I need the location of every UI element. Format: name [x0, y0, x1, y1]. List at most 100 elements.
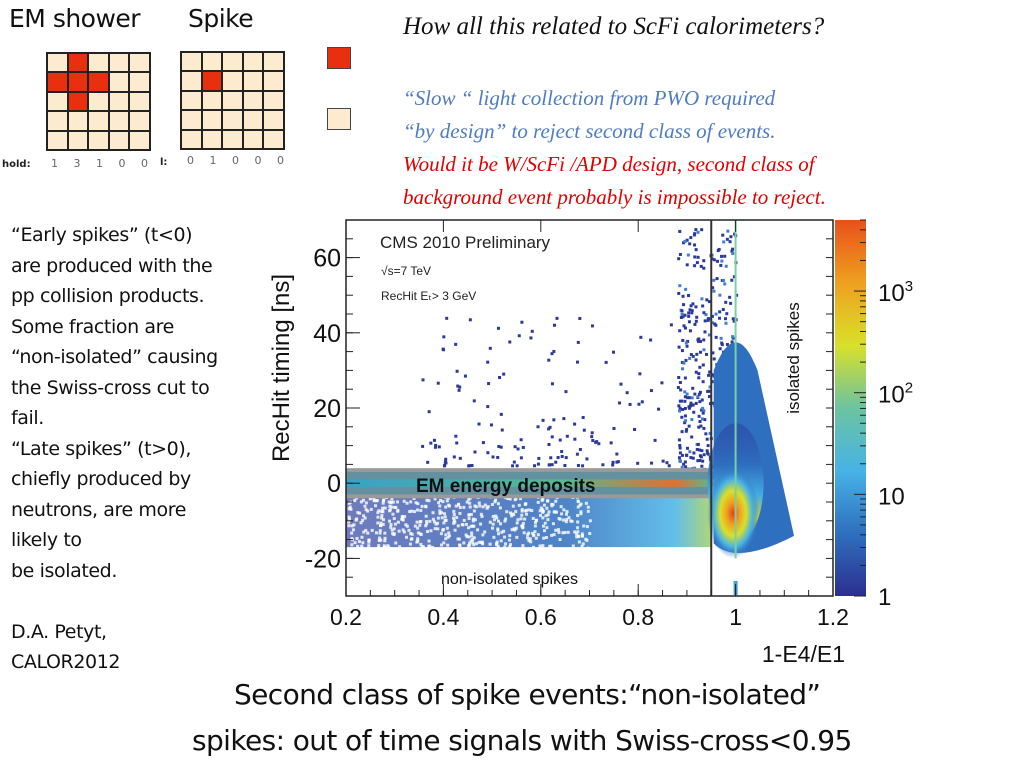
sparse-hit [720, 341, 724, 345]
empty-cell [130, 131, 149, 149]
sparse-hit [516, 447, 520, 451]
gap-pixel [467, 513, 471, 517]
sparse-hit [683, 376, 687, 380]
sparse-hit [496, 326, 500, 330]
gap-pixel [452, 512, 456, 516]
sparse-hit [575, 360, 579, 364]
sparse-hit [458, 456, 462, 460]
sparse-hit [689, 304, 693, 308]
gap-pixel [396, 520, 400, 524]
sparse-hit [519, 438, 523, 442]
sparse-hit [698, 454, 702, 458]
spike-grid [180, 51, 285, 150]
sparse-hit [550, 352, 554, 356]
sparse-hit [468, 318, 472, 322]
sparse-hit [722, 240, 726, 244]
gap-pixel [440, 516, 444, 520]
sparse-hit [688, 329, 692, 333]
gap-pixel [347, 524, 351, 528]
sparse-hit [719, 263, 723, 267]
sparse-hit [611, 350, 615, 354]
gap-pixel [444, 533, 448, 537]
gap-pixel [561, 531, 565, 535]
x-tick-label: 0.8 [622, 604, 654, 630]
empty-cell [182, 91, 201, 110]
sparse-hit [477, 422, 481, 426]
sparse-hit [445, 316, 449, 320]
sparse-hit [688, 404, 692, 408]
gap-pixel [506, 496, 510, 500]
sparse-hit [698, 420, 702, 424]
gap-pixel [396, 500, 400, 504]
threshold-annotation: RecHit Eₜ> 3 GeV [381, 289, 476, 303]
gap-pixel [514, 510, 518, 514]
sparse-hit [683, 414, 687, 418]
gap-pixel [425, 520, 429, 524]
sparse-hit [452, 455, 456, 459]
gap-pixel [491, 522, 495, 526]
sparse-hit [706, 317, 710, 321]
sparse-hit [731, 336, 735, 340]
sparse-hit [707, 333, 711, 337]
gap-pixel [444, 537, 448, 541]
gap-pixel [436, 521, 440, 525]
gap-pixel [404, 535, 408, 539]
gap-pixel [479, 512, 483, 516]
sparse-hit [683, 407, 687, 411]
gap-pixel [416, 531, 420, 535]
gap-pixel [378, 536, 382, 540]
sparse-hit [692, 451, 696, 455]
gap-pixel [531, 545, 535, 549]
gap-pixel [404, 523, 408, 527]
sparse-hit [687, 294, 691, 298]
sparse-hit [467, 464, 471, 468]
sparse-hit [712, 289, 716, 293]
sparse-hit [612, 426, 616, 430]
gap-pixel [544, 514, 548, 518]
em-deposits-label: EM energy deposits [416, 476, 596, 497]
y-tick-label: 0 [327, 470, 341, 498]
gap-pixel [391, 512, 395, 516]
sparse-hit [720, 259, 724, 263]
gap-pixel [516, 518, 520, 522]
gap-pixel [544, 536, 548, 540]
gap-pixel [362, 514, 366, 518]
gap-pixel [526, 536, 530, 540]
sparse-hit [728, 240, 732, 244]
y-tick-label: -20 [305, 545, 341, 573]
sparse-hit [637, 402, 641, 406]
sparse-hit [685, 453, 689, 457]
sparse-hit [699, 264, 703, 268]
gap-pixel [549, 544, 553, 548]
gap-pixel [462, 541, 466, 545]
side-text-line: “Early spikes” (t<0) [11, 224, 193, 246]
empty-cell [182, 53, 201, 71]
gap-pixel [468, 541, 472, 545]
sparse-hit [721, 233, 725, 237]
sparse-hit [707, 373, 711, 377]
sparse-hit [427, 410, 431, 414]
gap-pixel [485, 506, 489, 510]
empty-cell [109, 112, 129, 130]
empty-cell [202, 130, 222, 148]
sparse-hit [680, 430, 684, 434]
gap-pixel [368, 497, 372, 501]
sparse-hit [694, 370, 698, 374]
sparse-hit [491, 455, 495, 459]
gap-pixel [530, 509, 534, 513]
sparse-hit [710, 314, 714, 318]
gap-pixel [561, 518, 565, 522]
empty-cell [109, 92, 129, 111]
sparse-hit [685, 392, 689, 396]
gap-pixel [531, 516, 535, 520]
gap-pixel [542, 536, 546, 540]
gap-pixel [477, 501, 481, 505]
gap-pixel [350, 531, 354, 535]
gap-pixel [370, 528, 374, 532]
gap-pixel [415, 508, 419, 512]
sparse-hit [688, 356, 692, 360]
gap-pixel [356, 511, 360, 515]
sparse-hit [691, 386, 695, 390]
gap-pixel [560, 512, 564, 516]
sparse-hit [530, 329, 534, 333]
